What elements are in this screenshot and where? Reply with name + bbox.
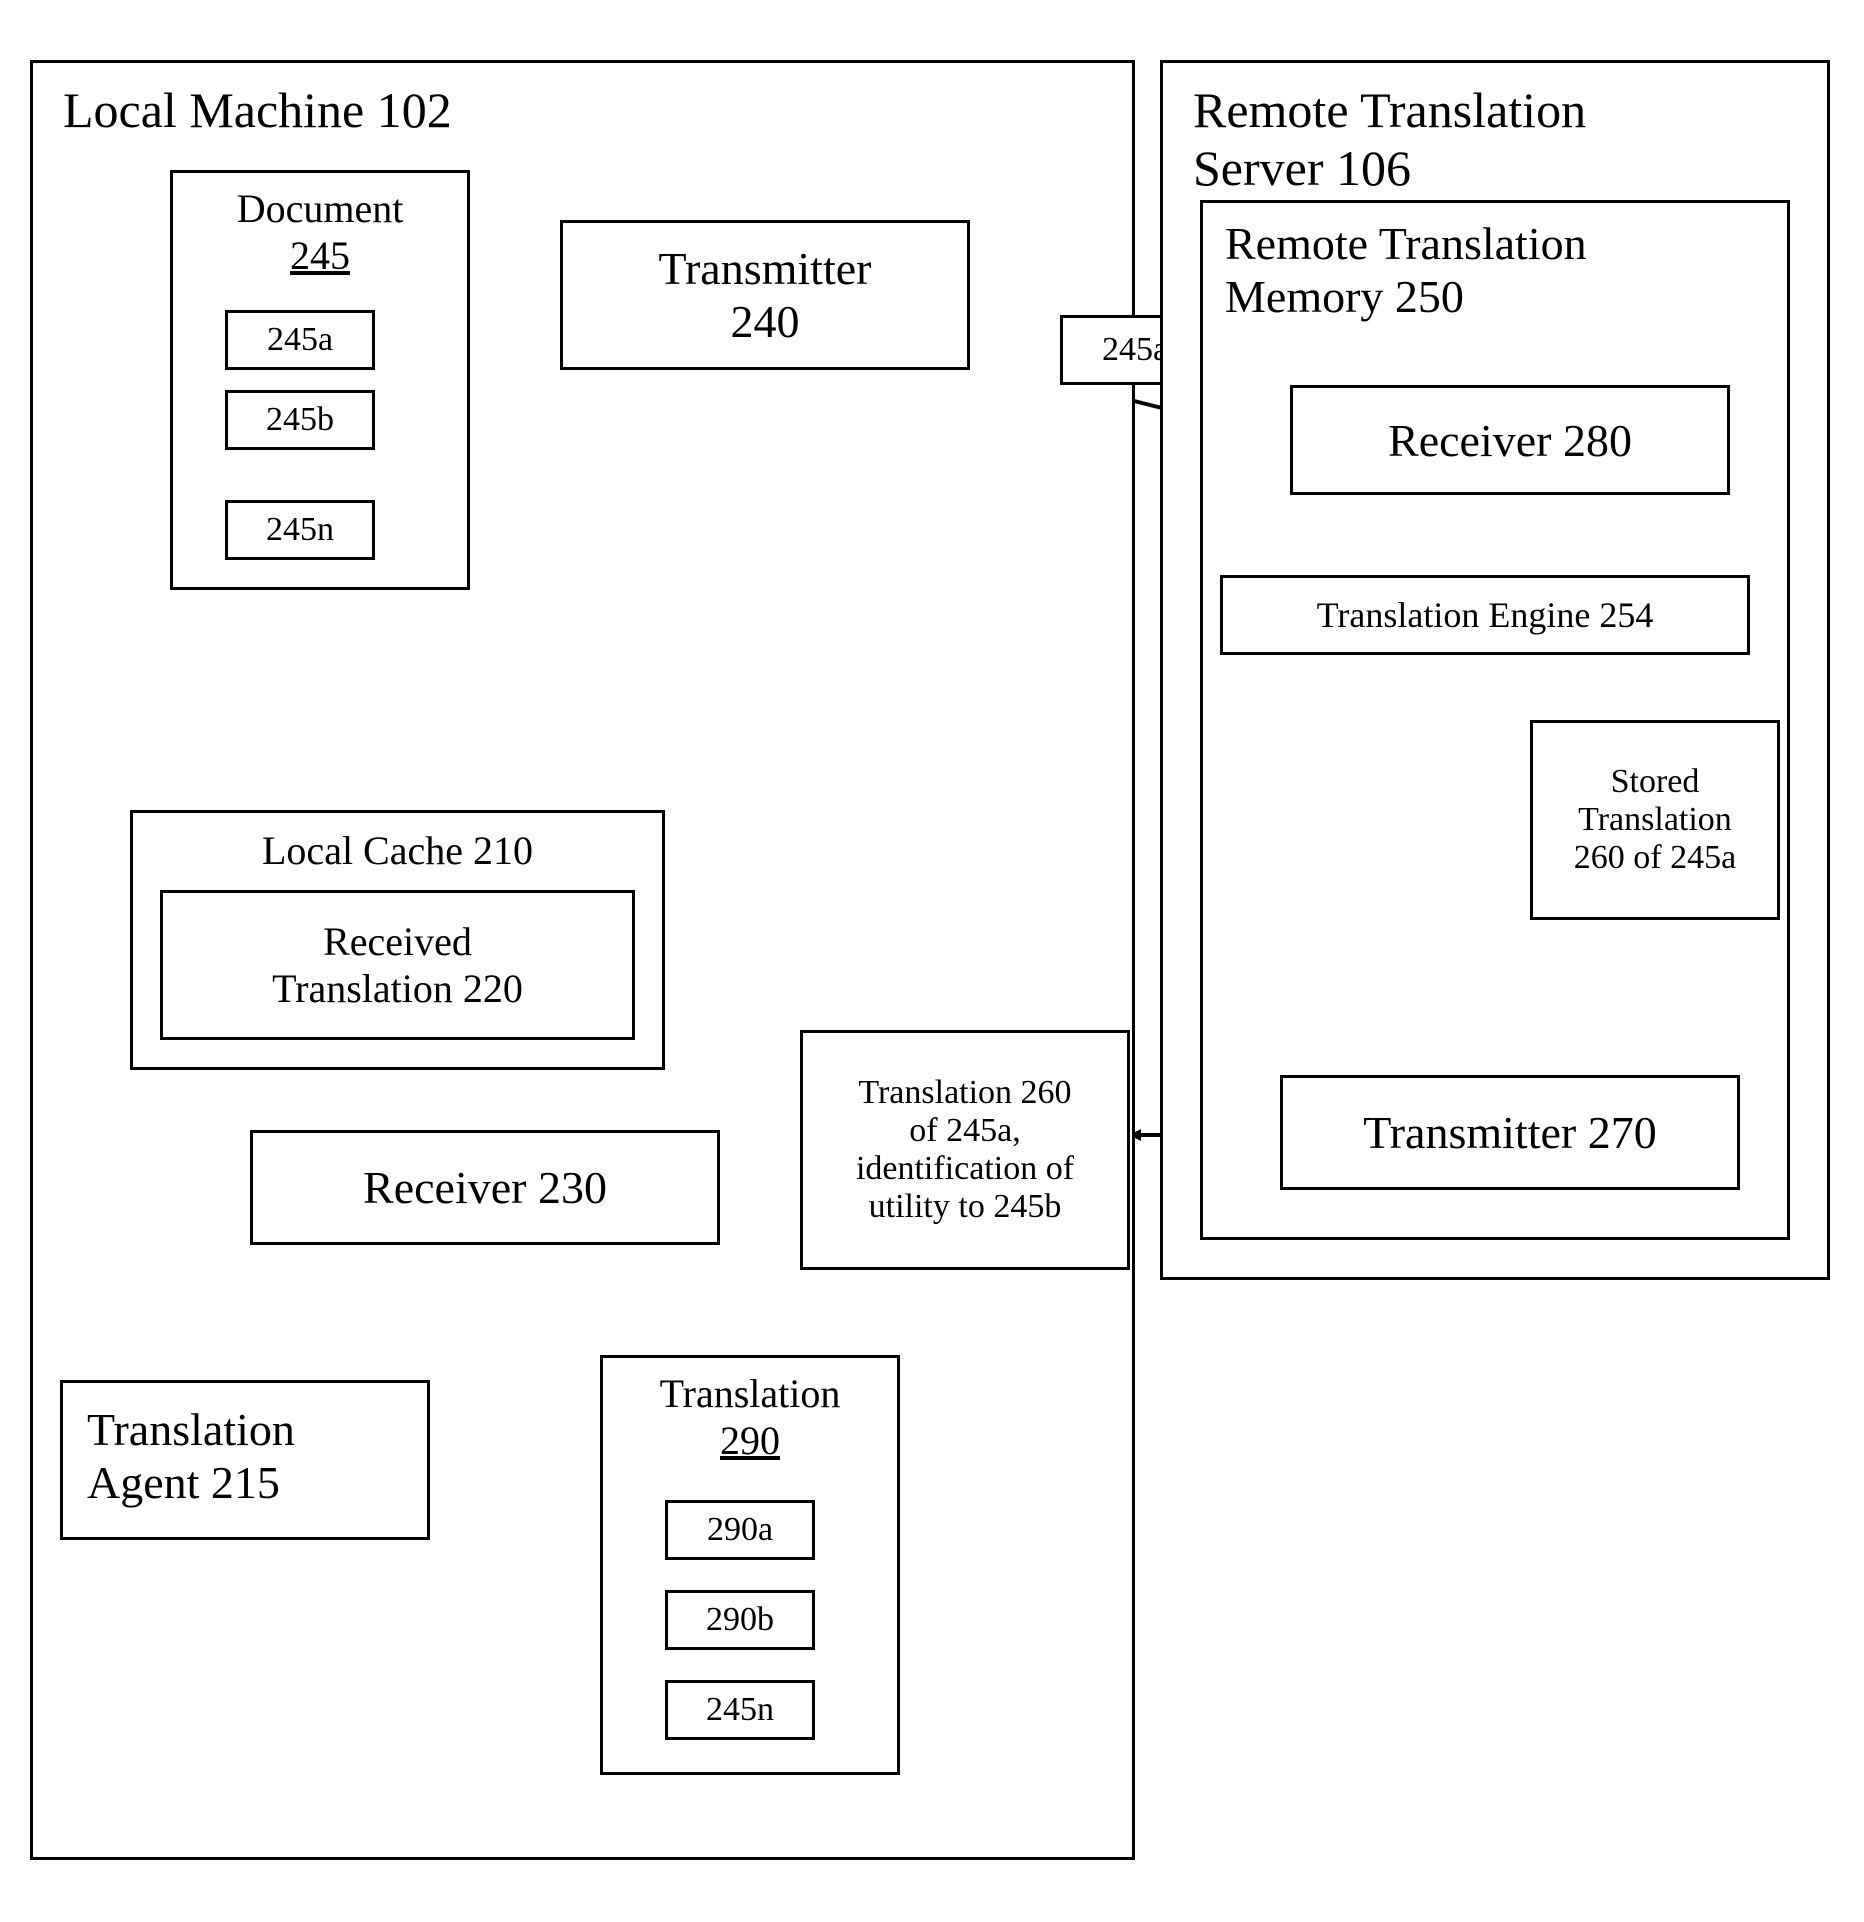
transmitter-270-box: Transmitter 270 (1280, 1075, 1740, 1190)
t290b: 290b (665, 1590, 815, 1650)
doc-245a-label: 245a (267, 321, 333, 359)
transmitter-240-box: Transmitter 240 (560, 220, 970, 370)
doc-245b-label: 245b (266, 401, 334, 439)
diagram-canvas: Local Machine 102 Document 245 245a 245b… (0, 0, 1864, 1922)
translation-message-label: Translation 260 of 245a, identification … (856, 1074, 1074, 1226)
translation-290-title: Translation 290 (660, 1370, 841, 1464)
transmitter-240-label: Transmitter 240 (659, 242, 872, 348)
received-translation-box: Received Translation 220 (160, 890, 635, 1040)
receiver-230-box: Receiver 230 (250, 1130, 720, 1245)
receiver-280-box: Receiver 280 (1290, 385, 1730, 495)
remote-memory-title: Remote Translation Memory 250 (1225, 217, 1587, 323)
t290a-label: 290a (707, 1511, 773, 1549)
t245n-label: 245n (706, 1691, 774, 1729)
received-translation-label: Received Translation 220 (272, 918, 523, 1012)
t290b-label: 290b (706, 1601, 774, 1639)
stored-translation-box: Stored Translation 260 of 245a (1530, 720, 1780, 920)
receiver-280-label: Receiver 280 (1388, 414, 1632, 467)
translation-agent-box: Translation Agent 215 (60, 1380, 430, 1540)
doc-245a: 245a (225, 310, 375, 370)
edge-label-245a: 245a (1102, 331, 1168, 369)
translation-message-box: Translation 260 of 245a, identification … (800, 1030, 1130, 1270)
document-title: Document 245 (237, 185, 404, 279)
local-machine-title: Local Machine 102 (63, 81, 452, 139)
translation-engine-box: Translation Engine 254 (1220, 575, 1750, 655)
transmitter-270-label: Transmitter 270 (1363, 1106, 1656, 1159)
translation-engine-label: Translation Engine 254 (1317, 594, 1654, 636)
doc-245n: 245n (225, 500, 375, 560)
receiver-230-label: Receiver 230 (363, 1161, 607, 1214)
doc-245n-label: 245n (266, 511, 334, 549)
t290a: 290a (665, 1500, 815, 1560)
t245n: 245n (665, 1680, 815, 1740)
translation-agent-label: Translation Agent 215 (87, 1403, 295, 1509)
remote-server-title: Remote Translation Server 106 (1193, 81, 1586, 197)
stored-translation-label: Stored Translation 260 of 245a (1574, 763, 1736, 877)
local-cache-title: Local Cache 210 (262, 827, 533, 874)
doc-245b: 245b (225, 390, 375, 450)
